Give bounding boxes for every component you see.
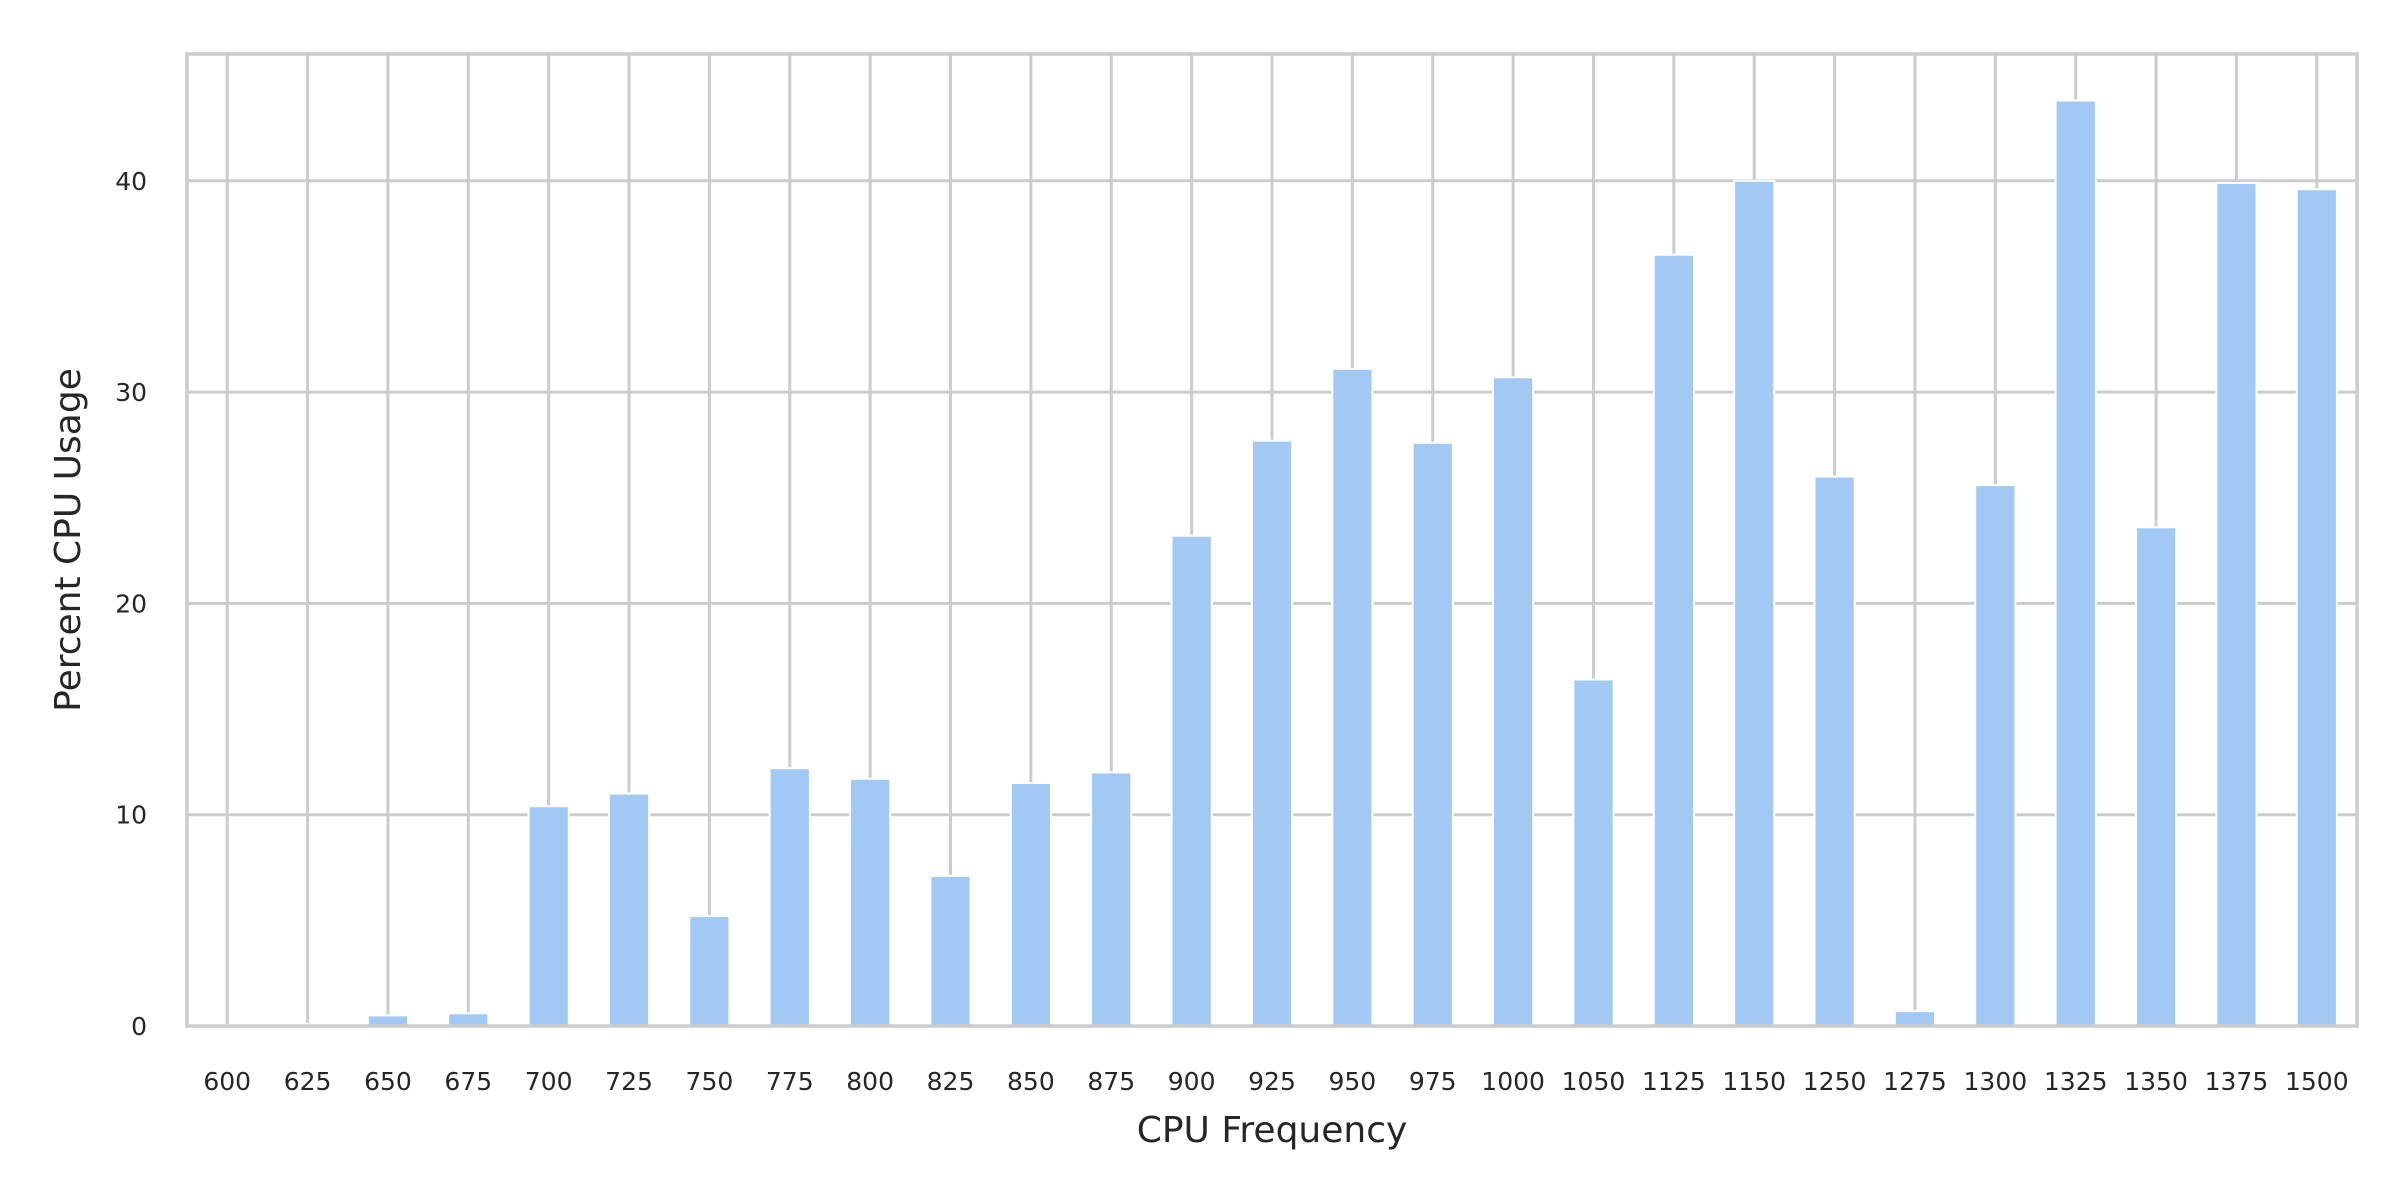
bar-800 xyxy=(849,777,892,1028)
x-tick-label: 1150 xyxy=(1722,1067,1786,1096)
bar-1050 xyxy=(1572,678,1615,1027)
x-tick-label: 1125 xyxy=(1642,1067,1706,1096)
bar-775 xyxy=(768,767,811,1027)
bar-850 xyxy=(1009,782,1052,1027)
x-tick-label: 950 xyxy=(1329,1067,1377,1096)
x-tick-label: 1000 xyxy=(1481,1067,1545,1096)
x-tick-label: 725 xyxy=(605,1067,653,1096)
y-tick-labels: 0 10 20 30 40 xyxy=(115,167,147,1041)
x-tick-label: 900 xyxy=(1168,1067,1216,1096)
bar-900 xyxy=(1170,534,1213,1027)
x-tick-label: 650 xyxy=(364,1067,412,1096)
bar-1350 xyxy=(2134,526,2178,1027)
bar-950 xyxy=(1331,367,1374,1027)
bar-1275 xyxy=(1893,1010,1937,1027)
x-tick-label: 600 xyxy=(203,1067,251,1096)
bar-875 xyxy=(1090,771,1133,1027)
bar-1150 xyxy=(1733,179,1776,1028)
y-tick-label: 10 xyxy=(115,801,147,830)
x-tick-label: 825 xyxy=(927,1067,975,1096)
x-tick-label: 1275 xyxy=(1883,1067,1947,1096)
bar-1325 xyxy=(2054,99,2097,1028)
x-axis-label: CPU Frequency xyxy=(1137,1110,1408,1151)
x-tick-label: 750 xyxy=(686,1067,734,1096)
x-tick-label: 675 xyxy=(444,1067,492,1096)
x-tick-label: 925 xyxy=(1248,1067,1296,1096)
x-tick-label: 1350 xyxy=(2124,1067,2188,1096)
bar-1300 xyxy=(1974,484,2017,1028)
x-tick-label: 975 xyxy=(1409,1067,1457,1096)
bar-750 xyxy=(688,915,731,1028)
x-tick-label: 1250 xyxy=(1803,1067,1867,1096)
y-tick-label: 40 xyxy=(115,167,147,196)
bar-925 xyxy=(1250,439,1294,1027)
x-tick-label: 800 xyxy=(846,1067,894,1096)
bar-675 xyxy=(447,1012,490,1027)
bar-725 xyxy=(607,792,651,1028)
x-tick-label: 1375 xyxy=(2205,1067,2269,1096)
y-tick-label: 30 xyxy=(115,378,147,407)
bar-700 xyxy=(527,805,570,1027)
plot-frame xyxy=(185,52,2359,1028)
x-tick-label: 1500 xyxy=(2285,1067,2349,1096)
bar-825 xyxy=(929,874,972,1028)
x-tick-label: 625 xyxy=(284,1067,332,1096)
bar-975 xyxy=(1411,441,1454,1027)
bars xyxy=(206,99,2338,1028)
y-tick-label: 20 xyxy=(115,589,147,618)
x-tick-label: 1325 xyxy=(2044,1067,2108,1096)
x-tick-label: 850 xyxy=(1007,1067,1055,1096)
x-tick-label: 775 xyxy=(766,1067,814,1096)
x-tick-label: 875 xyxy=(1087,1067,1135,1096)
bar-1500 xyxy=(2295,188,2338,1027)
x-tick-label: 1300 xyxy=(1964,1067,2028,1096)
bar-1375 xyxy=(2215,181,2258,1028)
bar-1250 xyxy=(1813,475,1856,1027)
x-tick-label: 1050 xyxy=(1562,1067,1626,1096)
y-tick-label: 0 xyxy=(131,1012,147,1041)
y-axis-label: Percent CPU Usage xyxy=(48,368,89,712)
x-tick-labels: 600 625 650 675 700 725 750 775 800 825 850 875 900 9… xyxy=(203,1067,2348,1096)
bar-1000 xyxy=(1492,376,1535,1027)
bar-1125 xyxy=(1652,253,1695,1027)
x-tick-label: 700 xyxy=(525,1067,573,1096)
